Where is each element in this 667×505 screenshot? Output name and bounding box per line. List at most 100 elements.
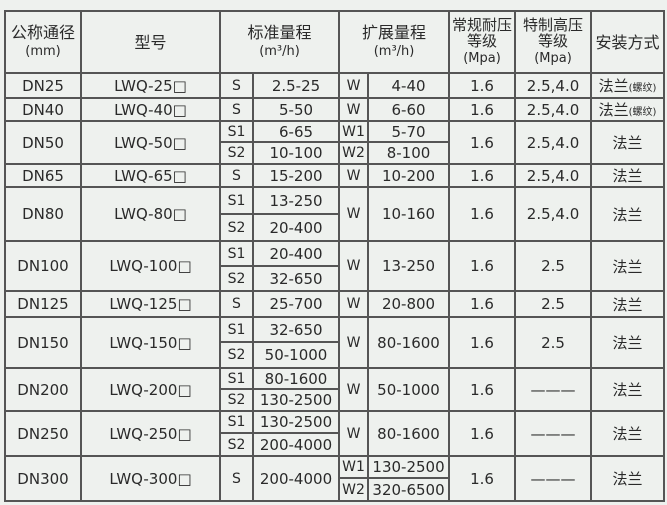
std-code-cell: S1 — [219, 367, 254, 390]
ext-range-cell: 10-160 — [367, 186, 451, 242]
install-type: 法兰 — [612, 167, 643, 185]
header-std-range: 标准量程 (m³/h) — [218, 10, 341, 74]
install-cell: 法兰 — [590, 120, 666, 165]
install-cell: 法兰(螺纹) — [590, 72, 666, 99]
normal-pressure-cell: 1.6 — [448, 120, 517, 165]
ext-code-cell: W — [338, 316, 370, 369]
dn-cell: DN125 — [4, 290, 82, 318]
special-pressure-cell: ——— — [514, 367, 593, 412]
std-code-cell: S1 — [219, 240, 254, 267]
special-pressure-cell: 2.5,4.0 — [514, 72, 593, 99]
dn-cell: DN50 — [4, 120, 82, 165]
table-row: S2 130-2500 — [5, 388, 664, 412]
table-row: DN100 LWQ-100□ S1 20-400 W 13-250 1.6 2.5 法兰 — [4, 240, 666, 292]
table-row: DN300 LWQ-300□ S 200-4000 W1 130-2500 1.6 ——— 法兰 — [4, 455, 666, 502]
ext-range-cell: 50-1000 — [367, 367, 451, 412]
normal-pressure-cell: 1.6 — [448, 163, 517, 188]
ext-code-cell: W2 — [338, 477, 370, 502]
table-row: DN125 LWQ-125□ S 25-700 W 20-800 1.6 2.5 法兰 — [4, 290, 666, 318]
install-type: 法兰 — [612, 470, 643, 488]
normal-pressure-cell: 1.6 — [448, 410, 517, 457]
table-row: S2 10-100 W2 8-100 — [5, 141, 664, 165]
std-range-cell: 80-1600 — [251, 367, 341, 390]
model-cell: LWQ-200□ — [80, 367, 221, 412]
table-row: DN200 LWQ-200□ S1 80-1600 W 50-1000 1.6 ——— 法兰 — [4, 367, 666, 412]
install-cell: 法兰 — [590, 163, 666, 188]
std-code-cell: S1 — [219, 410, 254, 434]
std-range-cell: 200-4000 — [251, 432, 341, 457]
install-type: 法兰 — [598, 101, 629, 119]
table-row: DN50 LWQ-50□ S1 6-65 W1 5-70 1.6 2.5,4.0 法兰 — [4, 120, 666, 165]
header-normal-pressure: 常规耐压等级 (Mpa) — [448, 10, 517, 74]
install-cell: 法兰 — [590, 290, 666, 318]
ext-code-cell: W — [338, 290, 370, 318]
special-pressure-cell: 2.5 — [514, 290, 593, 318]
std-range-cell: 10-100 — [251, 141, 341, 165]
header-install: 安装方式 — [590, 10, 666, 74]
table-row: DN250 LWQ-250□ S1 130-2500 W 80-1600 1.6 ——— 法兰 — [4, 410, 666, 457]
special-pressure-cell: 2.5,4.0 — [514, 97, 593, 122]
std-code-cell: S — [219, 72, 254, 99]
install-type: 法兰 — [612, 257, 643, 276]
dn-cell: DN25 — [4, 72, 82, 99]
header-special-pressure: 特制高压等级 (Mpa) — [514, 10, 593, 74]
ext-range-cell: 13-250 — [367, 240, 451, 292]
ext-range-cell: 20-800 — [367, 290, 451, 318]
dn-cell: DN300 — [4, 455, 82, 502]
install-cell: 法兰 — [590, 240, 666, 292]
table-row: W2 320-6500 — [5, 477, 664, 502]
table-row: DN65 LWQ-65□ S 15-200 W 10-200 1.6 2.5,4.0 法兰 — [4, 163, 666, 188]
std-range-cell: 6-65 — [251, 120, 341, 143]
dn-cell: DN100 — [4, 240, 82, 292]
std-code-cell: S2 — [219, 141, 254, 165]
normal-pressure-cell: 1.6 — [448, 316, 517, 369]
std-code-cell: S2 — [219, 265, 254, 292]
std-range-cell: 32-650 — [251, 265, 341, 292]
ext-code-cell: W — [338, 367, 370, 412]
header-dn: 公称通径 (mm) — [4, 10, 82, 74]
std-code-cell: S — [219, 455, 254, 502]
install-type: 法兰 — [612, 425, 643, 443]
install-cell: 法兰 — [590, 186, 666, 242]
std-code-cell: S2 — [219, 341, 254, 369]
normal-pressure-cell: 1.6 — [448, 240, 517, 292]
std-range-cell: 20-400 — [251, 240, 341, 267]
install-note: (螺纹) — [628, 83, 657, 94]
ext-range-cell: 130-2500 — [367, 455, 451, 479]
special-pressure-cell: ——— — [514, 410, 593, 457]
model-cell: LWQ-80□ — [80, 186, 221, 242]
ext-code-cell: W1 — [338, 120, 370, 143]
ext-range-cell: 6-60 — [367, 97, 451, 122]
special-pressure-cell: 2.5 — [514, 240, 593, 292]
std-range-cell: 130-2500 — [251, 410, 341, 434]
install-cell: 法兰(螺纹) — [590, 97, 666, 122]
normal-pressure-cell: 1.6 — [448, 455, 517, 502]
model-cell: LWQ-100□ — [80, 240, 221, 292]
std-range-cell: 13-250 — [251, 186, 341, 215]
std-range-cell: 25-700 — [251, 290, 341, 318]
ext-code-cell: W — [338, 240, 370, 292]
ext-code-cell: W — [338, 410, 370, 457]
std-code-cell: S2 — [219, 432, 254, 457]
special-pressure-cell: 2.5,4.0 — [514, 163, 593, 188]
install-type: 法兰 — [612, 134, 643, 152]
ext-range-cell: 80-1600 — [367, 410, 451, 457]
special-pressure-cell: ——— — [514, 455, 593, 502]
ext-code-cell: W1 — [338, 455, 370, 479]
header-row: 公称通径 (mm) 型号 标准量程 (m³/h) 扩展量程 (m³/h) 常规耐压等级… — [4, 10, 666, 74]
ext-code-cell: W — [338, 186, 370, 242]
ext-code-cell: W — [338, 97, 370, 122]
install-cell: 法兰 — [590, 367, 666, 412]
normal-pressure-cell: 1.6 — [448, 72, 517, 99]
std-range-cell: 32-650 — [251, 316, 341, 343]
std-range-cell: 130-2500 — [251, 388, 341, 412]
install-type: 法兰 — [612, 205, 643, 224]
dn-cell: DN200 — [4, 367, 82, 412]
install-type: 法兰 — [612, 334, 643, 352]
std-code-cell: S — [219, 290, 254, 318]
std-code-cell: S1 — [219, 120, 254, 143]
install-type: 法兰 — [612, 381, 643, 399]
table-row: S2 50-1000 — [5, 341, 664, 369]
special-pressure-cell: 2.5,4.0 — [514, 186, 593, 242]
special-pressure-cell: 2.5 — [514, 316, 593, 369]
